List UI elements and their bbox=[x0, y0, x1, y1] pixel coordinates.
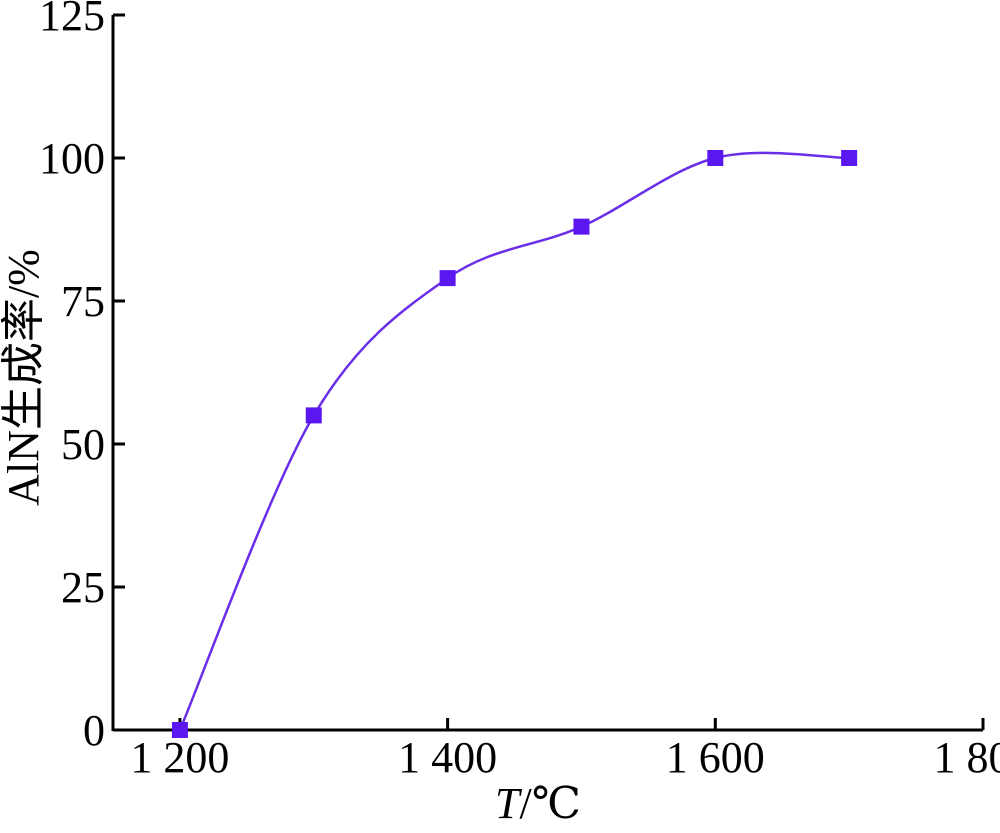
x-tick-label: 1 800 bbox=[934, 733, 1000, 782]
data-point-marker bbox=[439, 270, 456, 287]
y-tick-label: 0 bbox=[83, 706, 105, 755]
x-tick-label: 1 600 bbox=[666, 733, 765, 782]
x-tick-label: 1 200 bbox=[130, 733, 229, 782]
y-tick-label: 100 bbox=[39, 134, 105, 183]
y-tick-label: 125 bbox=[39, 0, 105, 40]
y-ticks: 0 25 50 75 100 125 bbox=[39, 0, 125, 755]
data-point-marker bbox=[573, 218, 590, 235]
x-ticks: 1 200 1 400 1 600 1 800 bbox=[130, 718, 1000, 782]
x-axis-unit: /℃ bbox=[520, 779, 581, 828]
y-tick-label: 25 bbox=[61, 563, 105, 612]
y-axis-title: AlN生成率/% bbox=[0, 249, 48, 506]
data-point-marker bbox=[171, 722, 188, 738]
data-point-marker bbox=[841, 150, 858, 166]
series-layer bbox=[171, 150, 858, 738]
series-line bbox=[178, 151, 850, 731]
y-tick-label: 50 bbox=[61, 420, 105, 469]
x-axis-title: T/℃ bbox=[495, 779, 581, 828]
data-point-marker bbox=[305, 407, 322, 424]
axes bbox=[111, 15, 983, 732]
x-axis-variable: T bbox=[495, 779, 523, 828]
data-point-marker bbox=[707, 150, 724, 166]
x-tick-label: 1 400 bbox=[398, 733, 497, 782]
y-tick-label: 75 bbox=[61, 277, 105, 326]
